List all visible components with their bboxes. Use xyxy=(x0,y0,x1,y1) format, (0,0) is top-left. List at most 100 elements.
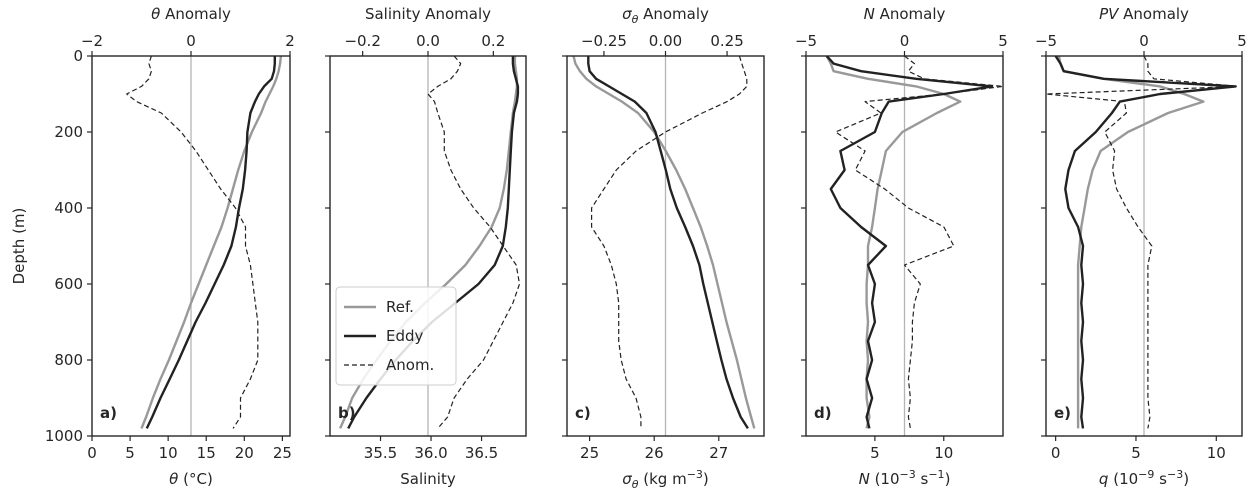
top-x-tick: −0.25 xyxy=(581,32,627,56)
x-tick-label: 25 xyxy=(273,444,292,462)
x-tick-label: 15 xyxy=(197,444,216,462)
top-x-tick: 5 xyxy=(1237,32,1247,56)
x-tick-label: 26 xyxy=(645,444,664,462)
panel-label: d) xyxy=(814,404,832,422)
x-tick: 10 xyxy=(1207,436,1226,462)
panel-label: a) xyxy=(100,404,117,422)
panel-label: b) xyxy=(338,404,356,422)
top-x-tick-label: 0.2 xyxy=(481,32,505,50)
x-tick: 10 xyxy=(934,436,953,462)
top-axis-label: N Anomaly xyxy=(864,5,946,23)
x-axis-label-part: θ xyxy=(632,478,639,491)
top-x-tick-label: 0.25 xyxy=(710,32,743,50)
top-x-tick-label: −0.25 xyxy=(581,32,627,50)
y-tick-label: 0 xyxy=(73,47,83,65)
series-eddy-line xyxy=(587,56,749,430)
series-anom-line xyxy=(1046,56,1239,429)
top-x-tick-label: 0.0 xyxy=(416,32,440,50)
x-tick-label: 27 xyxy=(709,444,728,462)
top-axis-label-part: Anomaly xyxy=(875,5,946,23)
legend: Ref. Eddy Anom. xyxy=(335,286,457,386)
top-x-tick: 0.25 xyxy=(710,32,744,56)
x-axis-label-part: −9 xyxy=(1138,468,1154,481)
x-axis-label-part: (10 xyxy=(1108,470,1138,488)
x-tick: 10 xyxy=(159,436,178,462)
x-tick: 25 xyxy=(273,436,292,462)
top-x-tick-label: 0.00 xyxy=(649,32,682,50)
x-axis-label-part: −3 xyxy=(687,468,703,481)
legend-box xyxy=(335,286,457,386)
top-x-tick-label: −2 xyxy=(81,32,103,50)
x-tick: 0 xyxy=(87,436,97,462)
x-tick: 27 xyxy=(709,436,728,462)
x-tick-label: 20 xyxy=(235,444,254,462)
legend-item-eddy: Eddy xyxy=(344,327,424,345)
x-axis-label: Salinity xyxy=(400,470,456,488)
x-tick-label: 35.5 xyxy=(364,444,397,462)
series-eddy-line xyxy=(825,56,994,429)
y-tick-label: 400 xyxy=(54,199,83,217)
top-x-tick: −5 xyxy=(795,32,817,56)
x-axis-label-part: (10 xyxy=(870,470,900,488)
x-axis-label-part: ) xyxy=(1183,470,1189,488)
top-axis-label-part: σ xyxy=(622,5,632,23)
top-x-tick: −5 xyxy=(1035,32,1057,56)
x-tick-label: 10 xyxy=(1207,444,1226,462)
top-x-tick-label: 0 xyxy=(900,32,910,50)
series-ref-line xyxy=(572,56,756,429)
top-axis-label-part: Anomaly xyxy=(638,5,709,23)
top-x-tick: 0.00 xyxy=(649,32,682,56)
x-axis-label-part: (°C) xyxy=(178,470,212,488)
y-axis-label: Depth (m) xyxy=(10,208,28,285)
x-tick: 36.5 xyxy=(465,436,498,462)
y-tick: 800 xyxy=(54,351,92,369)
top-x-tick: −2 xyxy=(81,32,103,56)
x-tick-label: 5 xyxy=(870,444,880,462)
x-axis-label-part: N xyxy=(859,470,870,488)
series-ref-line xyxy=(1057,56,1205,429)
top-x-tick: 0.2 xyxy=(481,32,505,56)
x-tick-label: 5 xyxy=(125,444,135,462)
top-axis-label: θ Anomaly xyxy=(151,5,231,23)
x-axis-label: σθ (kg m−3) xyxy=(622,468,709,491)
series-eddy-line xyxy=(145,56,276,429)
x-tick-label: 10 xyxy=(934,444,953,462)
series-group xyxy=(572,56,756,430)
top-x-tick-label: −5 xyxy=(1035,32,1057,50)
x-tick: 15 xyxy=(197,436,216,462)
x-tick: 5 xyxy=(1131,436,1141,462)
x-axis-label-part: ) xyxy=(703,470,709,488)
legend-item-anom: Anom. xyxy=(344,356,434,374)
series-anom-line xyxy=(126,56,259,429)
panel-label: c) xyxy=(575,404,591,422)
x-axis-label-part: −3 xyxy=(1167,468,1183,481)
top-x-tick-label: 5 xyxy=(998,32,1008,50)
x-axis-label-part: θ xyxy=(169,470,178,488)
top-axis-label-part: θ xyxy=(632,13,639,26)
series-anom-line xyxy=(590,56,748,429)
y-tick: 400 xyxy=(54,199,92,217)
top-x-tick-label: 0 xyxy=(1139,32,1149,50)
y-tick-label: 800 xyxy=(54,351,83,369)
panel-b: 35.5 36.0 36.5 −0.2 0.0 0.2 Salinity Salinity A… xyxy=(325,5,527,488)
top-x-tick-label: −5 xyxy=(795,32,817,50)
x-tick: 25 xyxy=(580,436,599,462)
top-axis-label-part: Salinity Anomaly xyxy=(365,5,491,23)
x-axis-label-part: −1 xyxy=(928,468,944,481)
panel-e: 0 5 10 −5 0 5 q (10−9 s−3) PV Anomaly e) xyxy=(1035,5,1247,488)
x-axis-label-part: σ xyxy=(622,470,632,488)
x-axis-label-part: −3 xyxy=(900,468,916,481)
top-axis-label: PV Anomaly xyxy=(1099,5,1189,23)
top-x-tick-label: −0.2 xyxy=(344,32,380,50)
x-tick: 26 xyxy=(645,436,664,462)
series-ref-line xyxy=(140,56,283,429)
series-eddy-line xyxy=(1054,56,1237,429)
x-tick: 5 xyxy=(870,436,880,462)
legend-item-ref: Ref. xyxy=(344,298,414,316)
y-tick: 0 xyxy=(73,47,92,65)
x-axis-label-part: q xyxy=(1099,470,1109,488)
legend-label: Eddy xyxy=(386,327,424,345)
